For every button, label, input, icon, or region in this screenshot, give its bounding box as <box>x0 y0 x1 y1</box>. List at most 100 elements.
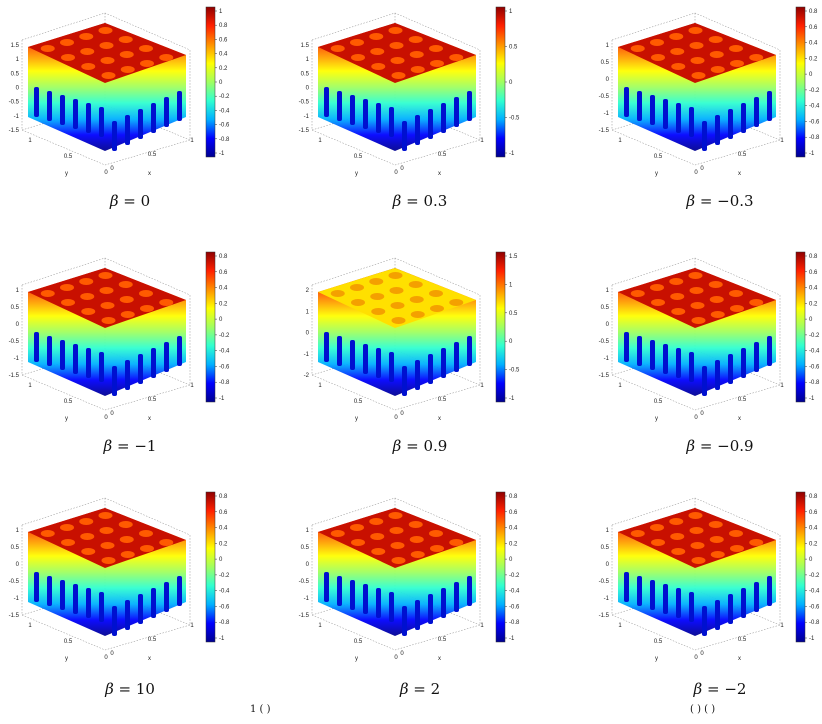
panel-caption: β = 2 <box>320 680 520 698</box>
footer-left-fragment: 1 ( ) <box>250 704 271 715</box>
x-tick-label: 1 <box>780 383 784 389</box>
colorbar-tick-label: -0.6 <box>219 364 230 370</box>
y-tick-label: 1 <box>618 383 622 389</box>
z-tick-label: -1 <box>604 596 610 602</box>
surface-wells <box>630 272 764 324</box>
panel-caption: β = −0.3 <box>620 192 820 210</box>
surface-wells <box>40 27 174 79</box>
colorbar-tick-label: -0.2 <box>219 94 230 100</box>
z-tick-label: 0 <box>16 86 20 92</box>
y-tick-label: 0.5 <box>354 154 363 160</box>
y-tick-label: 0.5 <box>64 399 73 405</box>
y-axis-label: y <box>655 416 658 422</box>
z-tick-label: -1.5 <box>599 373 610 379</box>
beta-value: = −2 <box>702 680 747 698</box>
y-tick-label: 0 <box>104 170 108 176</box>
colorbar-tick-label: -0.8 <box>219 137 230 143</box>
y-tick-label: 1 <box>28 383 32 389</box>
z-tick-label: 0 <box>306 86 310 92</box>
colorbar-tick-label: -0.5 <box>509 368 520 374</box>
z-tick-label: 1 <box>306 57 310 63</box>
surface-wells <box>330 272 464 324</box>
surface-wells <box>330 512 464 564</box>
z-tick-label: -1 <box>14 596 20 602</box>
colorbar-tick-label: -0.6 <box>219 123 230 129</box>
x-tick-label: 0 <box>700 651 704 657</box>
colorbar-tick-label: 1 <box>219 9 223 15</box>
surface-spikes <box>324 572 472 636</box>
colorbar-tick-label: 0.6 <box>809 270 818 276</box>
y-axis-label: y <box>355 416 358 422</box>
colorbar-tick-label: 0.4 <box>809 526 818 532</box>
colorbar-tick-label: -0.8 <box>219 620 230 626</box>
y-axis-label: y <box>65 171 68 177</box>
panel-caption: β = 10 <box>30 680 230 698</box>
y-tick-label: 0.5 <box>654 399 663 405</box>
z-tick-label: -0.5 <box>599 339 610 345</box>
colorbar-tick-label: -0.2 <box>219 333 230 339</box>
colorbar <box>495 6 506 158</box>
y-tick-label: 0 <box>694 170 698 176</box>
y-axis-label: y <box>655 171 658 177</box>
colorbar-tick-label: -1 <box>809 636 815 642</box>
y-tick-label: 1 <box>618 623 622 629</box>
colorbar-tick-label: 0.4 <box>809 41 818 47</box>
surface-spikes <box>324 332 472 396</box>
y-tick-label: 0 <box>394 415 398 421</box>
surface-wells <box>330 27 464 79</box>
z-tick-label: -1 <box>604 356 610 362</box>
panel-caption: β = 0 <box>30 192 230 210</box>
x-tick-label: 0 <box>700 411 704 417</box>
colorbar-tick-label: -0.4 <box>219 108 230 114</box>
y-tick-label: 1 <box>318 138 322 144</box>
y-tick-label: 0 <box>394 655 398 661</box>
z-tick-label: -1 <box>304 114 310 120</box>
colorbar-tick-label: 0.5 <box>509 45 518 51</box>
y-tick-label: 0.5 <box>354 399 363 405</box>
y-axis-label: y <box>355 171 358 177</box>
y-tick-label: 1 <box>318 383 322 389</box>
panel-caption: β = −0.9 <box>620 437 820 455</box>
surface-panel-9: 1 0.5 0 -0.5 -1 -1.5 1 0.5 0 0 0.5 1 y x 0.8 0.6 0.4 0.2 0… <box>599 490 820 662</box>
colorbar-tick-label: 0.6 <box>809 25 818 31</box>
x-tick-label: 0.5 <box>148 397 157 403</box>
beta-value: = −1 <box>112 437 157 455</box>
x-axis-label: x <box>438 656 441 662</box>
y-tick-label: 0.5 <box>64 154 73 160</box>
z-tick-label: 1.5 <box>301 43 310 49</box>
colorbar-tick-label: 0.8 <box>219 23 228 29</box>
surface-panel-3: 1 0.5 0 -0.5 -1 -1.5 1 0.5 0 0 0.5 1 y x 0.8 0.6 0.4 0.2 0… <box>599 5 820 177</box>
colorbar-tick-label: 0.5 <box>509 311 518 317</box>
x-tick-label: 1 <box>480 623 484 629</box>
x-axis-label: x <box>738 171 741 177</box>
x-tick-label: 1 <box>190 623 194 629</box>
colorbar-tick-label: 0.2 <box>219 66 228 72</box>
colorbar-tick-label: -0.8 <box>509 620 520 626</box>
colorbar-tick-label: 0.8 <box>219 254 228 260</box>
x-tick-label: 1 <box>190 138 194 144</box>
surface-top <box>28 268 186 328</box>
surface-top <box>618 268 776 328</box>
colorbar-tick-label: -0.4 <box>809 589 820 595</box>
surface-panel-6: 1 0.5 0 -0.5 -1 -1.5 1 0.5 0 0 0.5 1 y x 0.8 0.6 0.4 0.2 0… <box>599 250 820 422</box>
colorbar-tick-label: 0.2 <box>509 541 518 547</box>
z-tick-label: -0.5 <box>599 579 610 585</box>
x-tick-label: 0 <box>400 651 404 657</box>
z-tick-label: 0.5 <box>301 71 310 77</box>
colorbar-tick-label: 0.4 <box>219 526 228 532</box>
colorbar-tick-label: -0.4 <box>809 349 820 355</box>
colorbar-tick-label: 0.8 <box>809 494 818 500</box>
y-tick-label: 0.5 <box>654 639 663 645</box>
y-tick-label: 0.5 <box>654 154 663 160</box>
colorbar-tick-label: -1 <box>219 636 225 642</box>
y-tick-label: 0.5 <box>64 639 73 645</box>
surface-top <box>618 23 776 83</box>
y-tick-label: 0 <box>394 170 398 176</box>
surface-panel-2: 1.5 1 0.5 0 -0.5 -1 -1.5 1 0.5 0 0 0.5 1 y x 1 0.5 0 -0.5-… <box>299 5 520 177</box>
beta-symbol: β <box>686 192 696 210</box>
x-tick-label: 0.5 <box>738 637 747 643</box>
x-axis-label: x <box>738 656 741 662</box>
z-tick-label: -1.5 <box>599 128 610 134</box>
